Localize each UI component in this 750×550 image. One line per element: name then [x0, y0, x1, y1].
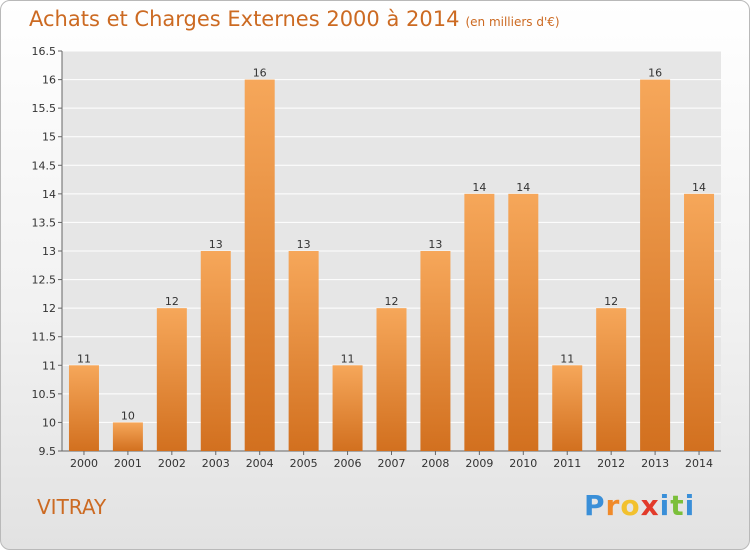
- data-label: 16: [253, 67, 267, 80]
- bar: [68, 365, 99, 451]
- data-label: 16: [648, 67, 662, 80]
- data-label: 13: [209, 238, 223, 251]
- y-tick-label: 9.5: [39, 445, 57, 458]
- y-tick-label: 16.5: [32, 45, 57, 58]
- data-label: 14: [692, 181, 706, 194]
- x-tick-label: 2013: [641, 457, 669, 470]
- x-tick-label: 2010: [509, 457, 537, 470]
- y-tick-label: 11: [42, 359, 56, 372]
- x-tick-label: 2004: [246, 457, 274, 470]
- y-tick-label: 11.5: [32, 331, 57, 344]
- data-label: 11: [341, 352, 355, 365]
- logo-letter: P: [584, 489, 606, 522]
- x-tick-label: 2000: [70, 457, 98, 470]
- bar: [288, 251, 319, 451]
- place-name: VITRAY: [37, 495, 107, 519]
- bar: [156, 308, 187, 451]
- data-label: 14: [472, 181, 486, 194]
- proxiti-logo: Proxiti: [584, 489, 695, 522]
- data-label: 13: [297, 238, 311, 251]
- y-tick-label: 12: [42, 302, 56, 315]
- chart-subtitle: (en milliers d'€): [465, 15, 560, 29]
- bar: [376, 308, 407, 451]
- x-tick-label: 2011: [553, 457, 581, 470]
- logo-letter: r: [605, 489, 621, 522]
- bar: [112, 422, 143, 451]
- bar: [420, 251, 451, 451]
- data-label: 12: [165, 295, 179, 308]
- bar: [464, 193, 495, 451]
- y-tick-label: 13.5: [32, 216, 57, 229]
- y-tick-label: 15: [42, 131, 56, 144]
- x-tick-label: 2012: [597, 457, 625, 470]
- data-label: 10: [121, 409, 135, 422]
- y-tick-label: 10: [42, 416, 56, 429]
- logo-letter: o: [620, 489, 641, 522]
- y-tick-label: 10.5: [32, 388, 57, 401]
- bar: [640, 79, 671, 452]
- chart-title: Achats et Charges Externes 2000 à 2014 (e…: [29, 7, 560, 31]
- logo-letter: i: [659, 489, 671, 522]
- data-label: 12: [385, 295, 399, 308]
- x-tick-label: 2007: [378, 457, 406, 470]
- x-tick-label: 2005: [290, 457, 318, 470]
- bar: [244, 79, 275, 452]
- data-label: 12: [604, 295, 618, 308]
- data-label: 11: [560, 352, 574, 365]
- x-tick-label: 2001: [114, 457, 142, 470]
- x-tick-label: 2006: [334, 457, 362, 470]
- data-label: 11: [77, 352, 91, 365]
- logo-letter: i: [684, 489, 696, 522]
- y-tick-label: 14: [42, 188, 56, 201]
- logo-letter: x: [640, 489, 660, 522]
- bar: [200, 251, 231, 451]
- bar: [508, 193, 539, 451]
- bar: [596, 308, 627, 451]
- y-tick-label: 16: [42, 74, 56, 87]
- x-tick-label: 2009: [465, 457, 493, 470]
- data-label: 14: [516, 181, 530, 194]
- data-label: 13: [428, 238, 442, 251]
- bar: [684, 193, 715, 451]
- logo-letter: t: [670, 489, 685, 522]
- y-tick-label: 13: [42, 245, 56, 258]
- bar: [332, 365, 363, 451]
- x-tick-label: 2003: [202, 457, 230, 470]
- x-tick-label: 2014: [685, 457, 713, 470]
- y-tick-label: 14.5: [32, 159, 57, 172]
- x-tick-label: 2008: [421, 457, 449, 470]
- bar: [552, 365, 583, 451]
- y-tick-label: 15.5: [32, 102, 57, 115]
- x-tick-label: 2002: [158, 457, 186, 470]
- y-tick-label: 12.5: [32, 274, 57, 287]
